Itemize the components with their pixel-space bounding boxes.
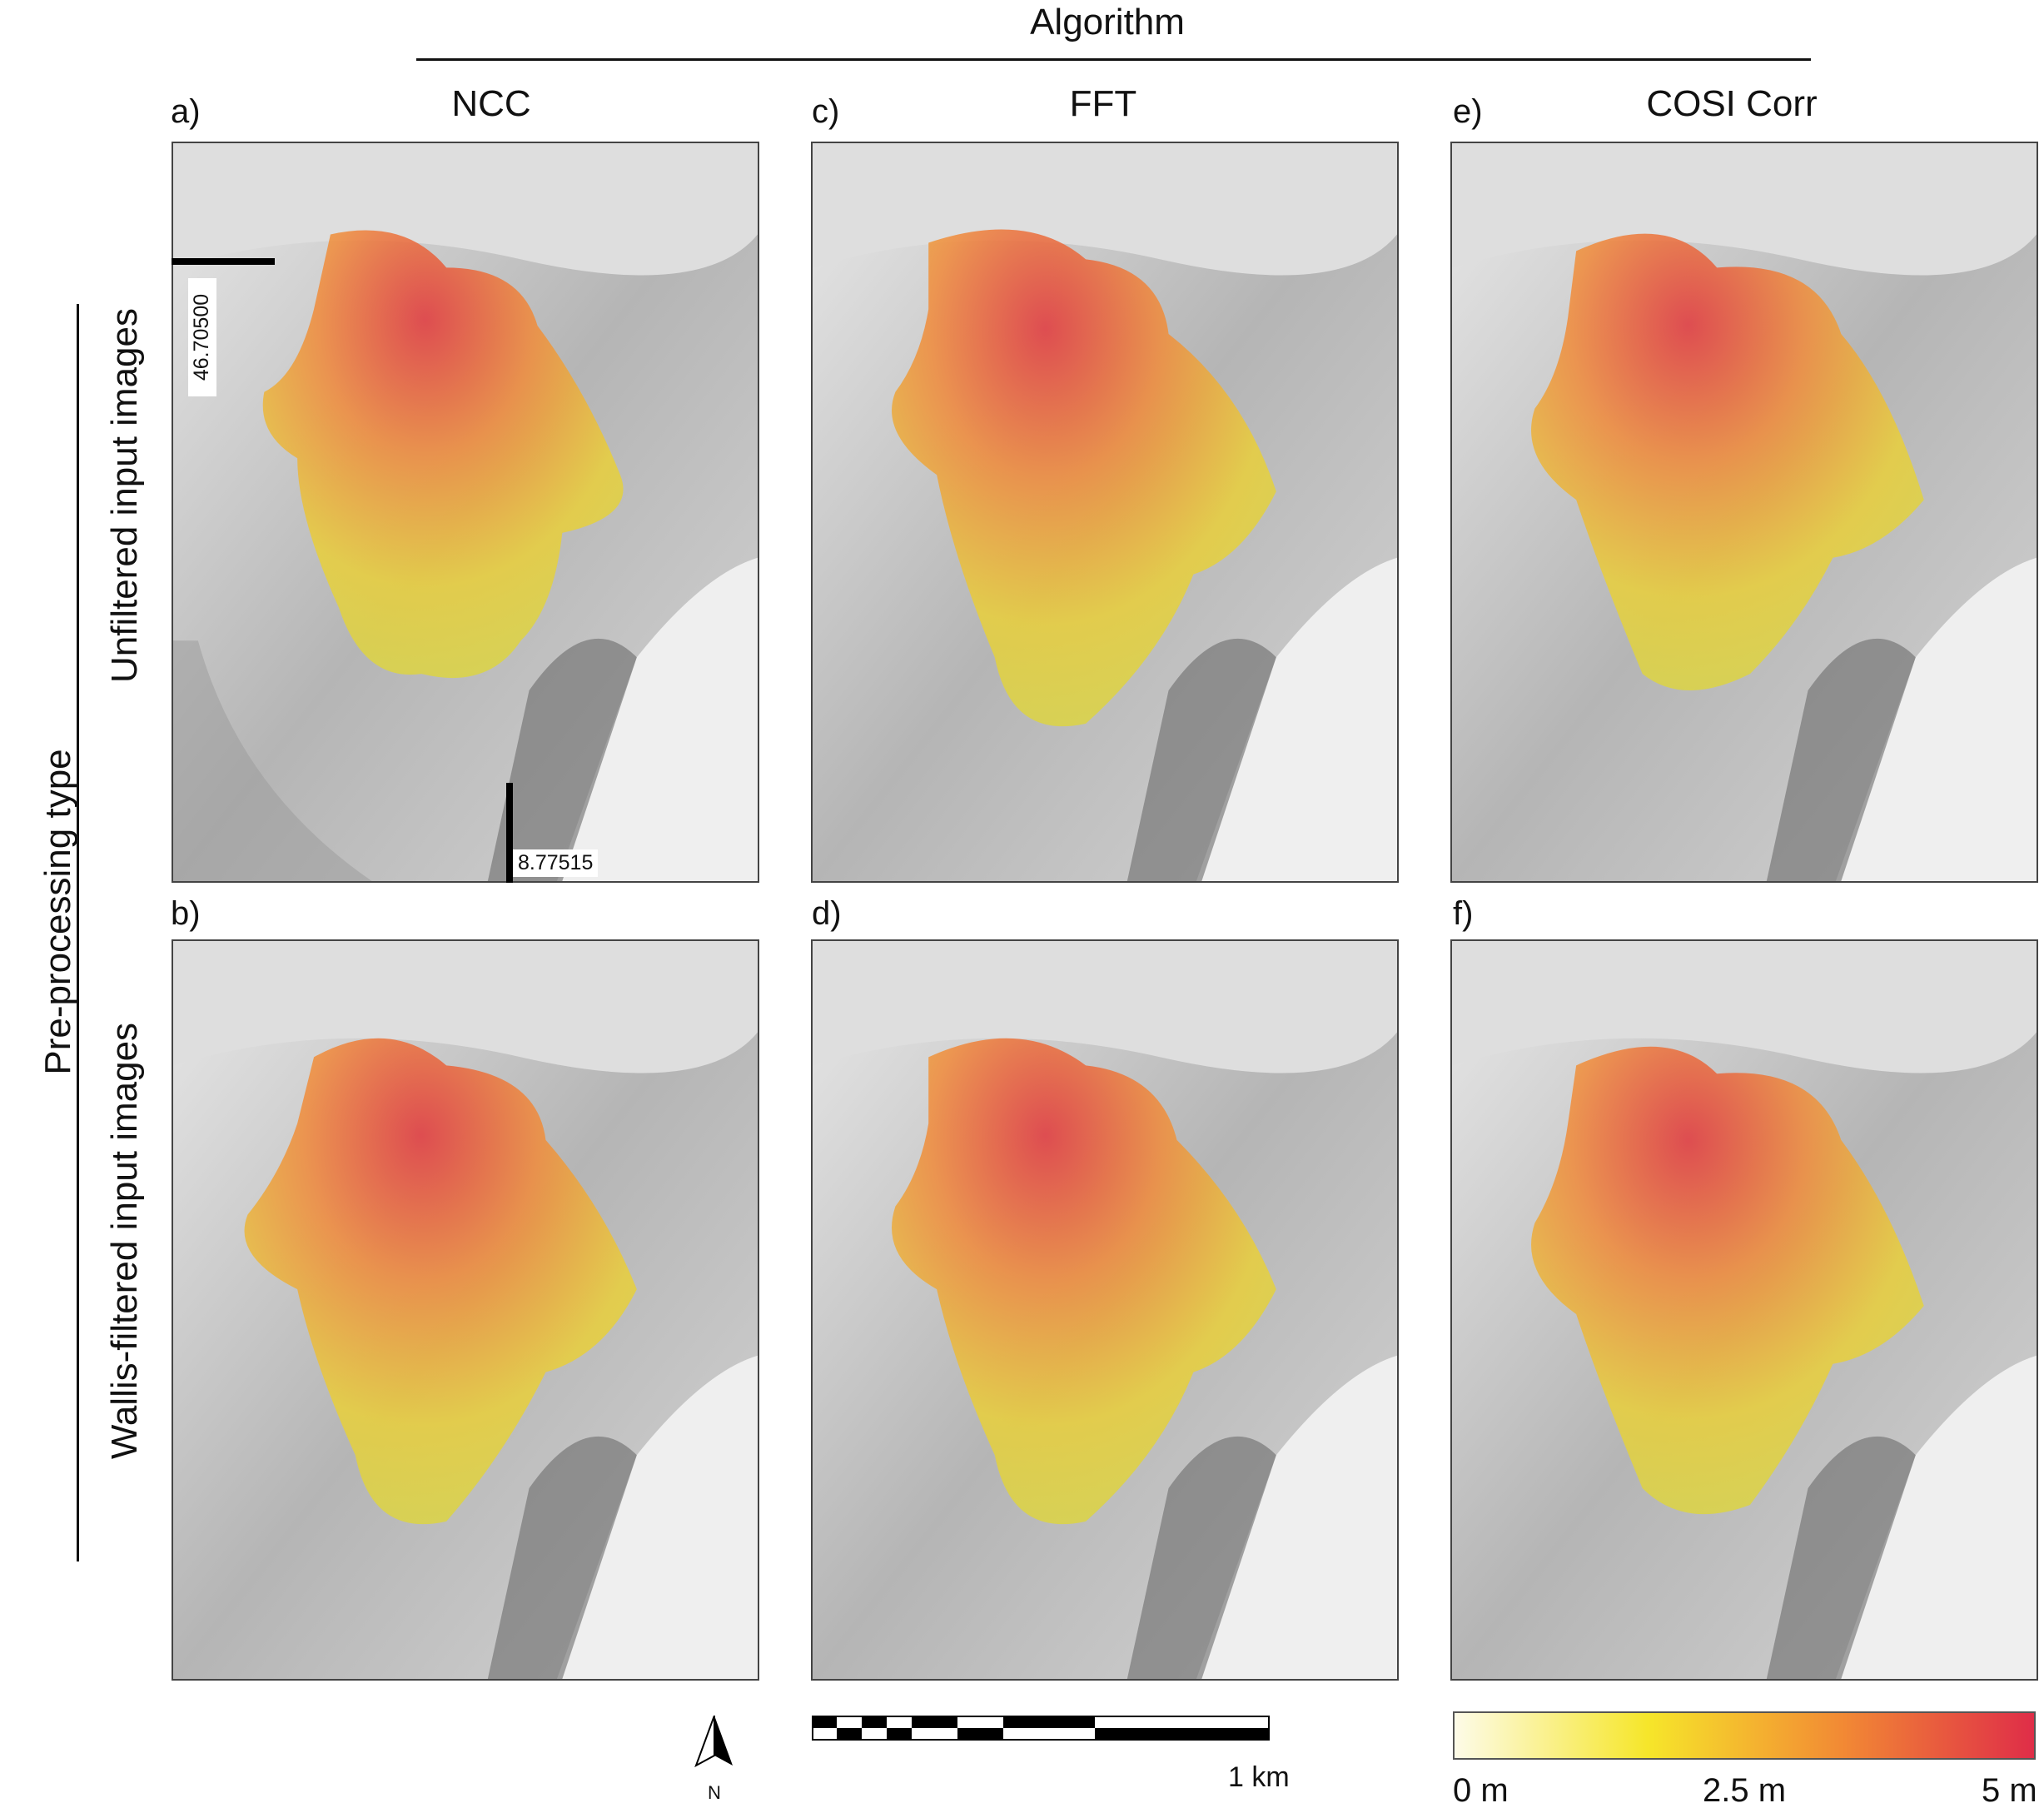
north-arrow-label: N <box>708 1782 721 1803</box>
panel-letter: f) <box>1453 895 1474 932</box>
map-panel-b <box>172 939 759 1681</box>
panel-letter: d) <box>812 895 842 932</box>
column-title-fft: FFT <box>1069 83 1137 124</box>
map-panel-a <box>172 142 759 883</box>
preprocessing-divider <box>77 304 79 1561</box>
latitude-label: 46.70500 <box>188 278 216 396</box>
scale-bar-label: 1 km <box>1228 1761 1290 1793</box>
map-panel-e <box>1450 142 2038 883</box>
longitude-label: 8.77515 <box>513 849 599 877</box>
map-panel-d <box>811 939 1399 1681</box>
algorithm-divider <box>416 58 1811 61</box>
latitude-marker <box>172 258 275 265</box>
row-label-unfiltered: Unfiltered input images <box>104 308 145 684</box>
algorithm-header: Algorithm <box>1030 2 1185 42</box>
panel-letter: c) <box>812 93 840 130</box>
panel-letter: b) <box>171 895 201 932</box>
longitude-marker <box>506 783 513 883</box>
colorbar-mid-label: 2.5 m <box>1703 1772 1787 1809</box>
preprocessing-type-label: Pre-processing type <box>37 749 78 1075</box>
panel-letter: a) <box>171 93 201 130</box>
north-arrow-icon <box>689 1715 739 1782</box>
column-title-ncc: NCC <box>451 83 531 124</box>
scale-bar <box>812 1716 1270 1741</box>
map-panel-c <box>811 142 1399 883</box>
colorbar <box>1453 1711 2036 1760</box>
colorbar-min-label: 0 m <box>1453 1772 1509 1809</box>
map-panel-f <box>1450 939 2038 1681</box>
column-title-cosi-corr: COSI Corr <box>1646 83 1818 124</box>
colorbar-max-label: 5 m <box>1982 1772 2037 1809</box>
row-label-wallis: Wallis-filtered input images <box>104 1022 145 1460</box>
panel-letter: e) <box>1453 93 1483 130</box>
